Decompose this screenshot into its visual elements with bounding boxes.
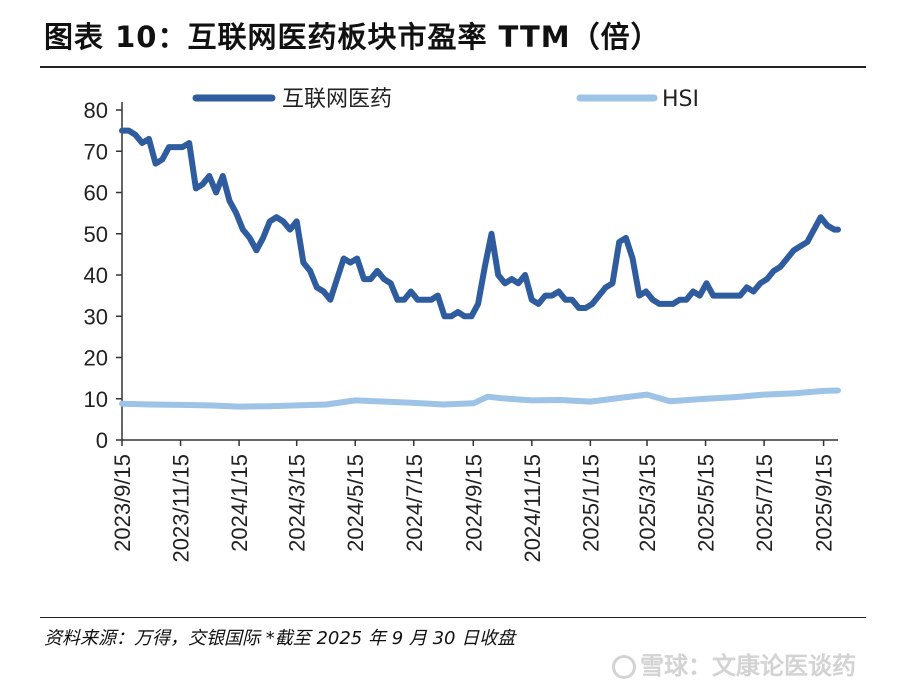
y-tick-label: 40 [84, 263, 108, 288]
watermark: 雪球：文康论医谈药 [612, 646, 856, 681]
y-tick-label: 20 [84, 346, 108, 371]
x-tick-label: 2024/9/15 [461, 454, 486, 552]
x-tick-label: 2024/5/15 [343, 454, 368, 552]
x-tick-label: 2025/3/15 [635, 454, 660, 552]
x-tick-label: 2024/1/15 [227, 454, 252, 552]
x-tick-label: 2025/7/15 [752, 454, 777, 552]
snowball-logo-icon [612, 655, 636, 679]
y-tick-label: 30 [84, 304, 108, 329]
hsi-series-line [119, 387, 841, 410]
y-tick-label: 50 [84, 222, 108, 247]
y-tick-label: 60 [84, 181, 108, 206]
chart-legend: 互联网医药 HSI [192, 87, 699, 112]
footer-rule [40, 617, 866, 618]
x-tick-label: 2025/5/15 [694, 454, 719, 552]
x-tick-label: 2024/7/15 [402, 454, 427, 552]
x-tick-label: 2025/9/15 [812, 454, 837, 552]
pe-ratio-line-chart: 互联网医药 HSI 0 10 20 30 40 50 60 70 80 2023/9/15 2023/… [84, 87, 841, 562]
y-tick-label: 70 [84, 139, 108, 164]
legend-label: 互联网医药 [282, 87, 392, 112]
legend-label: HSI [662, 87, 699, 112]
y-tick-label: 0 [96, 428, 108, 453]
chart-series [119, 127, 841, 410]
x-tick-label: 2024/3/15 [285, 454, 310, 552]
chart-axes: 0 10 20 30 40 50 60 70 80 2023/9/15 2023/11/15 2024… [84, 98, 838, 562]
data-source-note: 资料来源：万得，交银国际 *截至 2025 年 9 月 30 日收盘 [44, 628, 516, 649]
y-tick-label: 80 [84, 98, 108, 123]
y-tick-label: 10 [84, 387, 108, 412]
x-tick-label: 2023/11/15 [169, 454, 194, 562]
watermark-text: 雪球：文康论医谈药 [640, 652, 856, 680]
x-tick-label: 2025/1/15 [578, 454, 603, 552]
title-rule [40, 66, 866, 68]
internet-healthcare-series-line [119, 127, 841, 320]
chart-title: 图表 10：互联网医药板块市盈率 TTM（倍） [44, 20, 661, 54]
x-tick-label: 2023/9/15 [110, 454, 135, 552]
x-tick-label: 2024/11/15 [520, 454, 545, 562]
